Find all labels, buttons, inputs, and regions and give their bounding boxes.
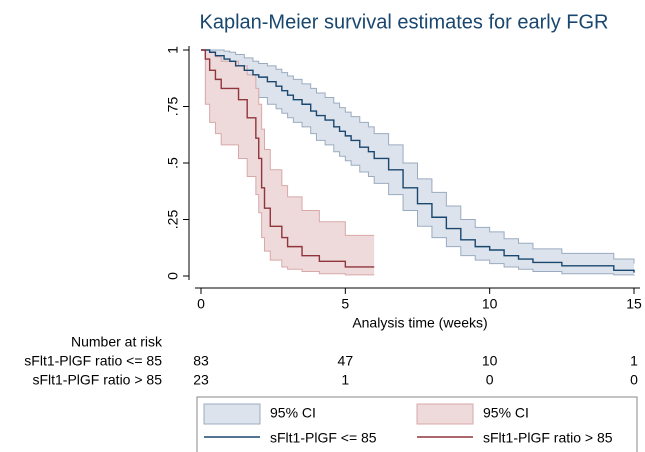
risk-count: 1 bbox=[341, 372, 349, 388]
ci-band bbox=[201, 50, 375, 275]
x-tick-label: 10 bbox=[482, 296, 498, 312]
x-tick-label: 5 bbox=[341, 296, 349, 312]
y-tick-label: .5 bbox=[165, 157, 181, 169]
risk-row-label: sFlt1-PlGF ratio > 85 bbox=[32, 372, 162, 388]
ci-band bbox=[201, 50, 634, 276]
ci-upper bbox=[201, 49, 375, 236]
x-axis-label: Analysis time (weeks) bbox=[352, 315, 487, 331]
risk-count: 47 bbox=[338, 353, 354, 369]
risk-count: 23 bbox=[193, 372, 209, 388]
survival-line bbox=[201, 49, 635, 273]
ci-upper bbox=[201, 49, 635, 264]
risk-count: 0 bbox=[486, 372, 494, 388]
risk-count: 1 bbox=[630, 353, 638, 369]
legend-label: 95% CI bbox=[270, 405, 316, 421]
risk-count: 10 bbox=[482, 353, 498, 369]
survival-line bbox=[201, 49, 375, 268]
y-tick-label: .25 bbox=[165, 210, 181, 230]
risk-count: 83 bbox=[193, 353, 209, 369]
risk-count: 0 bbox=[630, 372, 638, 388]
y-tick-label: 1 bbox=[165, 46, 181, 54]
risk-row-label: sFlt1-PlGF ratio <= 85 bbox=[24, 353, 162, 369]
y-tick-label: .75 bbox=[165, 97, 181, 117]
legend-swatch bbox=[416, 403, 474, 425]
y-tick-label: 0 bbox=[165, 272, 181, 280]
chart-title: Kaplan-Meier survival estimates for earl… bbox=[199, 11, 608, 33]
x-tick-label: 15 bbox=[626, 296, 642, 312]
ci-lower bbox=[201, 49, 375, 276]
legend-swatch bbox=[203, 403, 261, 425]
risk-table-title: Number at risk bbox=[71, 334, 163, 350]
legend-label: 95% CI bbox=[483, 405, 529, 421]
legend-label: sFlt1-PlGF <= 85 bbox=[270, 430, 377, 446]
legend-label: sFlt1-PlGF ratio > 85 bbox=[483, 430, 613, 446]
x-tick-label: 0 bbox=[197, 296, 205, 312]
